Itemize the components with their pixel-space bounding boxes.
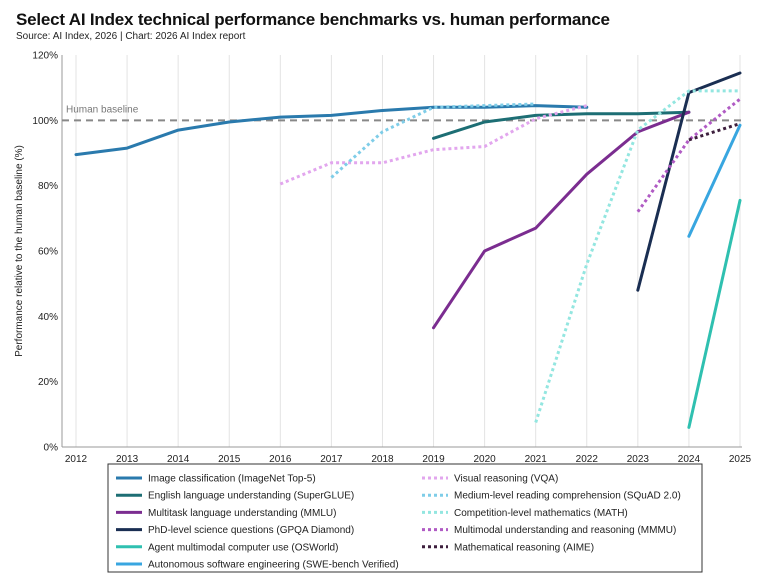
- series-line-competition-level-mathematics-math: [534, 89, 740, 423]
- legend-label-agent-multimodal-computer-use-osworld: Agent multimodal computer use (OSWorld): [148, 542, 338, 553]
- legend-label-medium-level-reading-comprehension-squad-2-0: Medium-level reading comprehension (SQuA…: [454, 491, 681, 502]
- series-line-english-language-understanding-superglue: [432, 110, 691, 140]
- legend-label-image-classification-imagenet-top-5: Image classification (ImageNet Top-5): [148, 474, 316, 485]
- x-tick-label: 2013: [116, 454, 139, 465]
- series-layer: [74, 71, 742, 429]
- human-baseline-label: Human baseline: [66, 104, 139, 115]
- y-axis-title: Performance relative to the human baseli…: [14, 145, 25, 357]
- x-tick-label: 2015: [218, 454, 241, 465]
- legend-label-mathematical-reasoning-aime: Mathematical reasoning (AIME): [454, 542, 594, 553]
- x-tick-label: 2016: [269, 454, 292, 465]
- x-tick-label: 2014: [167, 454, 190, 465]
- y-tick-label: 20%: [38, 377, 58, 388]
- series-line-mathematical-reasoning-aime: [688, 122, 741, 142]
- series-line-agent-multimodal-computer-use-osworld: [687, 198, 742, 429]
- legend-label-english-language-understanding-superglue: English language understanding (SuperGLU…: [148, 491, 354, 502]
- legend-label-phd-level-science-questions-gpqa-diamond: PhD-level science questions (GPQA Diamon…: [148, 525, 354, 536]
- x-tick-label: 2024: [678, 454, 701, 465]
- series-line-multitask-language-understanding-mmlu: [432, 110, 691, 330]
- chart-subtitle: Source: AI Index, 2026 | Chart: 2026 AI …: [16, 31, 246, 42]
- series-line-visual-reasoning-vqa: [279, 104, 588, 186]
- legend-label-competition-level-mathematics-math: Competition-level mathematics (MATH): [454, 508, 628, 519]
- series-line-medium-level-reading-comprehension-squad-2-0: [330, 102, 536, 179]
- y-tick-label: 80%: [38, 181, 58, 192]
- x-tick-label: 2023: [627, 454, 650, 465]
- x-tick-label: 2021: [525, 454, 548, 465]
- legend-label-multimodal-understanding-and-reasoning-mmmu: Multimodal understanding and reasoning (…: [454, 525, 676, 536]
- x-tick-label: 2019: [422, 454, 445, 465]
- series-line-autonomous-software-engineering-swe-bench-verified: [687, 123, 742, 238]
- y-tick-label: 120%: [32, 51, 58, 62]
- x-tick-label: 2025: [729, 454, 752, 465]
- x-tick-label: 2012: [65, 454, 88, 465]
- y-tick-label: 40%: [38, 312, 58, 323]
- y-tick-label: 60%: [38, 247, 58, 258]
- legend: Image classification (ImageNet Top-5) Vis…: [107, 463, 703, 573]
- x-tick-label: 2020: [473, 454, 496, 465]
- chart-title: Select AI Index technical performance be…: [16, 10, 610, 29]
- legend-box: [107, 463, 703, 573]
- x-tick-label: 2022: [576, 454, 599, 465]
- y-tick-label: 0%: [44, 443, 59, 454]
- legend-label-visual-reasoning-vqa: Visual reasoning (VQA): [454, 474, 558, 485]
- baseline-layer: Human baseline: [62, 104, 742, 122]
- axis-layer: 2012 2013 2014 2015 2016 2017 2018 2019 2020 2021…: [14, 51, 752, 466]
- legend-label-autonomous-software-engineering-swe-bench-verified: Autonomous software engineering (SWE-ben…: [148, 560, 399, 571]
- x-tick-label: 2018: [371, 454, 394, 465]
- series-line-image-classification-imagenet-top-5: [74, 104, 589, 157]
- legend-label-multitask-language-understanding-mmlu: Multitask language understanding (MMLU): [148, 508, 336, 519]
- y-tick-label: 100%: [32, 116, 58, 127]
- x-tick-label: 2017: [320, 454, 343, 465]
